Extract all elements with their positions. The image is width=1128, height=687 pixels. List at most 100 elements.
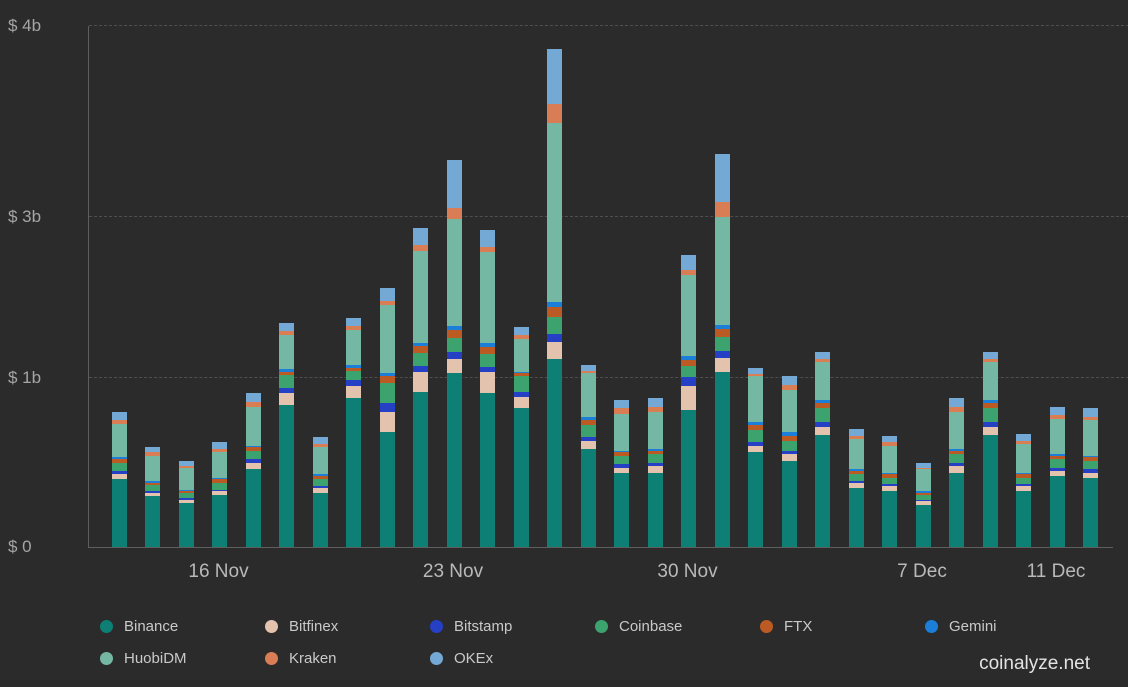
bar-26-nov[interactable] <box>547 49 562 547</box>
bar-segment-gemini <box>145 481 160 483</box>
bar-28-nov[interactable] <box>614 400 629 547</box>
watermark-coinalyze: coinalyze.net <box>979 653 1090 674</box>
legend-label: Kraken <box>289 649 337 667</box>
bar-segment-huobidm <box>681 275 696 357</box>
bar-segment-kraken <box>346 325 361 330</box>
bar-segment-okex <box>882 435 897 443</box>
bar-segment-coinbase <box>781 440 797 451</box>
bar-segment-gemini <box>1083 455 1098 458</box>
bar-segment-ftx <box>446 329 462 338</box>
bar-19-nov[interactable] <box>312 437 328 547</box>
bar-segment-coinbase <box>647 454 663 463</box>
bar-segment-bitstamp <box>949 462 964 466</box>
bar-segment-okex <box>748 368 763 375</box>
legend-label: OKEx <box>454 649 494 667</box>
bar-segment-huobidm <box>346 329 361 366</box>
bar-23-nov[interactable] <box>446 159 462 547</box>
bar-21-nov[interactable] <box>379 287 395 547</box>
legend-item-coinbase[interactable]: Coinbase <box>595 610 760 642</box>
bar-segment-ftx <box>145 482 160 485</box>
bar-1-dec[interactable] <box>714 154 730 547</box>
bar-segment-ftx <box>279 371 294 375</box>
bar-segment-kraken <box>446 207 462 220</box>
bar-segment-bitfinex <box>614 467 629 473</box>
bar-segment-huobidm <box>1083 420 1098 456</box>
bar-22-nov[interactable] <box>413 228 428 547</box>
bar-18-nov[interactable] <box>279 323 294 547</box>
bar-segment-gemini <box>815 400 830 404</box>
bar-segment-coinbase <box>949 454 964 463</box>
bar-4-dec[interactable] <box>815 352 830 547</box>
legend-item-okex[interactable]: OKEx <box>430 642 595 674</box>
bar-segment-gemini <box>480 343 495 347</box>
bar-segment-bitfinex <box>111 474 127 480</box>
bar-segment-bitfinex <box>949 465 964 473</box>
bar-segment-gemini <box>413 342 428 346</box>
bar-8-dec[interactable] <box>949 398 964 547</box>
bar-segment-bitfinex <box>1016 486 1031 492</box>
bar-3-dec[interactable] <box>781 376 797 547</box>
bar-segment-okex <box>178 460 194 466</box>
bar-segment-okex <box>1049 406 1065 416</box>
bar-segment-binance <box>212 494 227 547</box>
legend-item-kraken[interactable]: Kraken <box>265 642 430 674</box>
bar-segment-okex <box>346 317 361 326</box>
bar-segment-bitfinex <box>178 499 194 504</box>
bar-segment-ftx <box>245 447 261 451</box>
bar-segment-okex <box>982 352 998 359</box>
bar-segment-gemini <box>647 449 663 451</box>
bar-segment-bitfinex <box>547 341 562 359</box>
bar-30-nov[interactable] <box>681 254 696 547</box>
bar-segment-binance <box>1049 476 1065 547</box>
bar-segment-kraken <box>547 104 562 124</box>
bar-segment-binance <box>111 479 127 547</box>
bar-segment-gemini <box>982 400 998 404</box>
bar-segment-huobidm <box>212 452 227 478</box>
bar-10-dec[interactable] <box>1016 433 1031 547</box>
bar-segment-bitstamp <box>1049 467 1065 471</box>
bar-segment-bitstamp <box>312 486 328 488</box>
bar-9-dec[interactable] <box>982 352 998 547</box>
legend-item-gemini[interactable]: Gemini <box>925 610 1090 642</box>
bar-segment-ftx <box>1083 457 1098 461</box>
plot-area <box>88 25 1128 548</box>
bar-segment-ftx <box>346 367 361 371</box>
legend-item-ftx[interactable]: FTX <box>760 610 925 642</box>
bar-segment-bitstamp <box>513 391 529 397</box>
bar-16-nov[interactable] <box>212 442 227 547</box>
bar-12-dec[interactable] <box>1083 408 1098 547</box>
bar-segment-kraken <box>647 406 663 412</box>
bar-7-dec[interactable] <box>915 462 931 547</box>
bar-segment-coinbase <box>212 482 227 490</box>
bar-14-nov[interactable] <box>145 447 160 547</box>
bar-11-dec[interactable] <box>1049 406 1065 547</box>
bar-15-nov[interactable] <box>178 460 194 547</box>
bar-27-nov[interactable] <box>580 365 596 547</box>
bar-segment-bitstamp <box>480 366 495 373</box>
legend-item-binance[interactable]: Binance <box>100 610 265 642</box>
bar-segment-gemini <box>279 369 294 372</box>
bar-25-nov[interactable] <box>513 326 529 547</box>
bar-segment-okex <box>647 398 663 407</box>
bar-segment-bitfinex <box>781 454 797 461</box>
bar-24-nov[interactable] <box>480 229 495 547</box>
bar-segment-bitstamp <box>748 442 763 446</box>
bar-segment-huobidm <box>245 406 261 446</box>
bar-13-nov[interactable] <box>111 411 127 547</box>
bar-5-dec[interactable] <box>848 428 864 547</box>
bar-20-nov[interactable] <box>346 317 361 547</box>
bar-segment-bitstamp <box>848 481 864 483</box>
gridline <box>89 377 1128 378</box>
legend-item-bitfinex[interactable]: Bitfinex <box>265 610 430 642</box>
bar-segment-bitstamp <box>111 470 127 475</box>
bar-segment-bitfinex <box>647 465 663 473</box>
bar-segment-ftx <box>781 435 797 441</box>
bar-segment-huobidm <box>848 438 864 470</box>
bar-17-nov[interactable] <box>245 393 261 547</box>
bar-segment-kraken <box>815 358 830 362</box>
bar-29-nov[interactable] <box>647 398 663 547</box>
legend-item-bitstamp[interactable]: Bitstamp <box>430 610 595 642</box>
bar-6-dec[interactable] <box>882 435 897 547</box>
legend-item-huobidm[interactable]: HuobiDM <box>100 642 265 674</box>
bar-2-dec[interactable] <box>748 368 763 547</box>
